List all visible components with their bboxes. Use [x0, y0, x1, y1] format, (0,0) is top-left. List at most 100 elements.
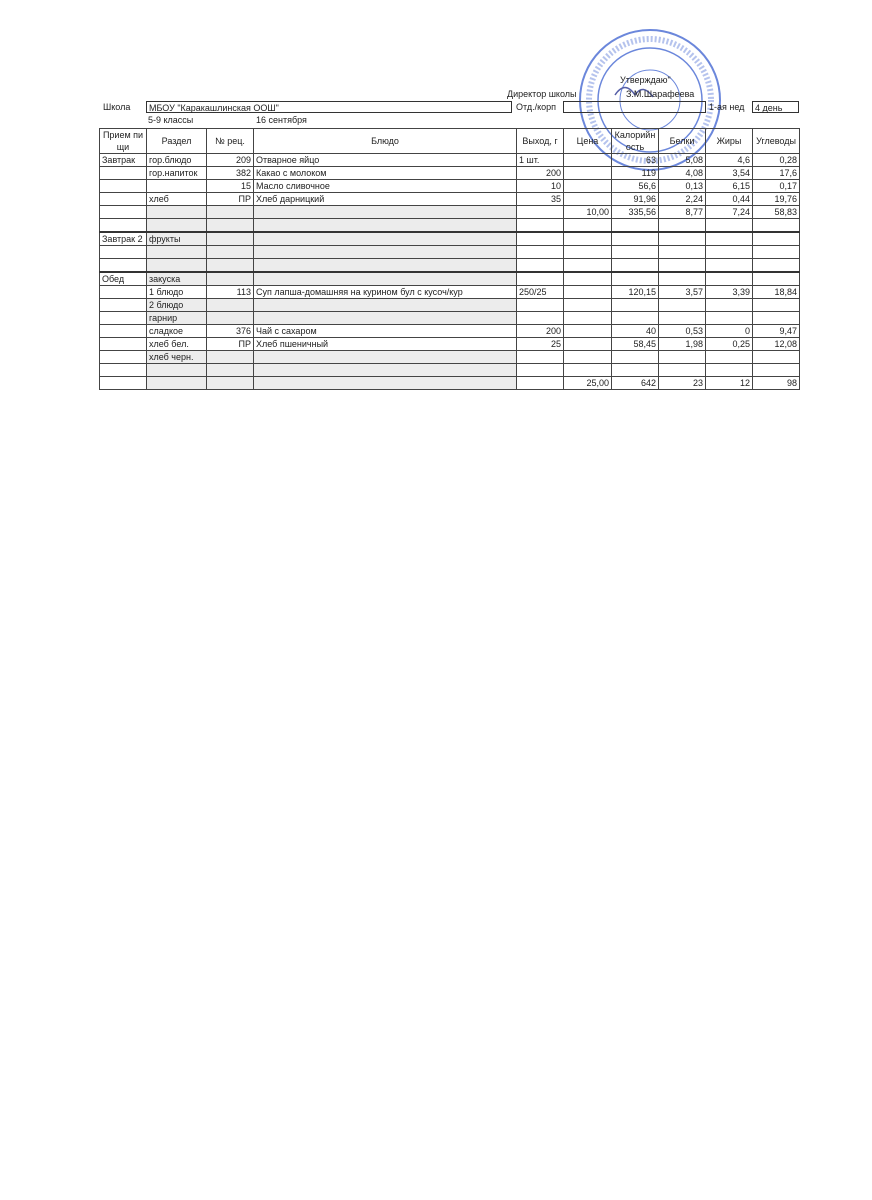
table-cell: [253, 271, 517, 286]
table-cell: [206, 311, 254, 325]
table-cell: [516, 245, 564, 259]
table-cell: [516, 271, 564, 286]
column-header: Жиры: [705, 128, 753, 154]
table-cell: [99, 363, 147, 377]
table-cell: [516, 363, 564, 377]
table-cell: 0,44: [705, 192, 753, 206]
table-cell: [563, 363, 612, 377]
table-cell: [658, 231, 706, 246]
table-cell: [516, 376, 564, 390]
table-cell: 200: [516, 166, 564, 180]
table-cell: [516, 350, 564, 364]
table-cell: [206, 258, 254, 273]
table-cell: [516, 298, 564, 312]
table-cell: 376: [206, 324, 254, 338]
table-cell: [146, 218, 207, 233]
table-cell: 0,28: [752, 153, 800, 167]
table-cell: [99, 376, 147, 390]
table-cell: 119: [611, 166, 659, 180]
table-cell: 9,47: [752, 324, 800, 338]
column-header: Калорийность: [611, 128, 659, 154]
table-cell: 2,24: [658, 192, 706, 206]
table-cell: [146, 376, 207, 390]
school-name-field: МБОУ "Каракашлинская ООШ": [146, 101, 512, 113]
table-cell: 58,45: [611, 337, 659, 351]
table-cell: [99, 218, 147, 233]
school-label: Школа: [103, 102, 131, 112]
table-cell: [563, 271, 612, 286]
table-cell: 7,24: [705, 205, 753, 219]
table-row: [99, 245, 800, 259]
table-cell: [563, 337, 612, 351]
table-cell: хлеб черн.: [146, 350, 207, 364]
table-cell: [206, 363, 254, 377]
table-cell: [752, 218, 800, 233]
table-cell: [611, 218, 659, 233]
table-cell: [99, 245, 147, 259]
table-cell: 56,6: [611, 179, 659, 193]
table-cell: 4,08: [658, 166, 706, 180]
table-cell: [99, 324, 147, 338]
table-cell: [658, 271, 706, 286]
table-cell: [206, 350, 254, 364]
table-cell: [752, 258, 800, 273]
table-cell: [752, 271, 800, 286]
table-cell: [563, 245, 612, 259]
table-cell: [253, 205, 517, 219]
table-cell: [253, 311, 517, 325]
table-row: гор.напиток 382 Какао с молоком 200 119 4,08 3…: [99, 166, 800, 180]
table-cell: Обед: [99, 271, 147, 286]
day-field: 4 день: [752, 101, 799, 113]
table-cell: [611, 311, 659, 325]
table-cell: [705, 311, 753, 325]
table-cell: 10: [516, 179, 564, 193]
table-cell: [658, 258, 706, 273]
table-cell: [206, 231, 254, 246]
table-cell: [752, 245, 800, 259]
table-cell: [563, 179, 612, 193]
table-row: хлеб ПР Хлеб дарницкий 35 91,96 2,24 0,44 19,76: [99, 192, 800, 206]
table-cell: Суп лапша-домашняя на курином бул с кусо…: [253, 285, 517, 299]
table-cell: 1 шт.: [516, 153, 564, 167]
table-cell: [658, 363, 706, 377]
table-cell: [146, 258, 207, 273]
table-cell: [146, 179, 207, 193]
table-cell: [563, 311, 612, 325]
table-cell: 0,53: [658, 324, 706, 338]
table-cell: 113: [206, 285, 254, 299]
table-cell: [752, 231, 800, 246]
table-row: хлеб бел. ПР Хлеб пшеничный 25 58,45 1,98 0,25…: [99, 337, 800, 351]
table-cell: 40: [611, 324, 659, 338]
table-row: Обед закуска: [99, 271, 800, 286]
table-cell: [563, 298, 612, 312]
table-cell: 58,83: [752, 205, 800, 219]
table-cell: Завтрак: [99, 153, 147, 167]
table-cell: [99, 192, 147, 206]
table-cell: хлеб бел.: [146, 337, 207, 351]
table-cell: [563, 192, 612, 206]
table-cell: 63: [611, 153, 659, 167]
table-cell: [705, 245, 753, 259]
table-cell: [99, 298, 147, 312]
table-cell: гарнир: [146, 311, 207, 325]
table-cell: [516, 311, 564, 325]
table-cell: 25,00: [563, 376, 612, 390]
table-cell: [705, 218, 753, 233]
table-cell: [658, 298, 706, 312]
table-cell: [253, 218, 517, 233]
table-cell: [563, 324, 612, 338]
table-cell: 17,6: [752, 166, 800, 180]
table-cell: гор.напиток: [146, 166, 207, 180]
table-cell: Хлеб дарницкий: [253, 192, 517, 206]
director-name: З.М.Шарафеева: [626, 89, 695, 99]
table-cell: [99, 166, 147, 180]
table-cell: [253, 298, 517, 312]
table-cell: ПР: [206, 337, 254, 351]
table-cell: Чай с сахаром: [253, 324, 517, 338]
table-cell: 0,13: [658, 179, 706, 193]
table-cell: [563, 218, 612, 233]
table-row: 25,00 642 23 12 98: [99, 376, 800, 390]
table-cell: [253, 376, 517, 390]
table-header: Прием пищи Раздел № рец. Блюдо Выход, г Цена К…: [99, 128, 800, 154]
table-cell: [206, 271, 254, 286]
